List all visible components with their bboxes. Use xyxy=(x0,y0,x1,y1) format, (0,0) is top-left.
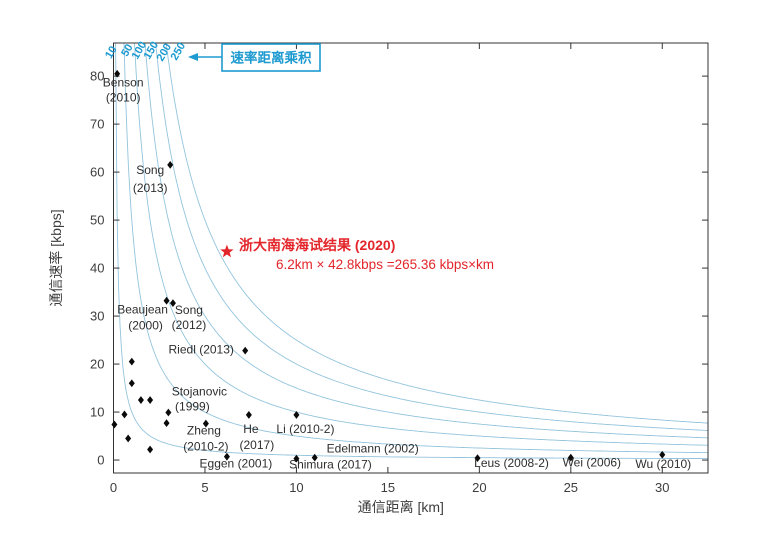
point-label-beaujean-2000-0: Beaujean xyxy=(117,303,168,317)
point-label-riedl-2013-0: Riedl (2013) xyxy=(169,343,234,357)
point-label-benson-2010-1: (2010) xyxy=(106,91,141,105)
y-axis-label: 通信速率 [kbps] xyxy=(48,209,64,306)
point-stojanovic-1999 xyxy=(165,408,172,417)
x-tick-label: 30 xyxy=(655,480,669,495)
point-label-song-2012-1: (2012) xyxy=(172,318,207,332)
y-tick-label: 80 xyxy=(90,69,104,84)
point-unlabeled-5 xyxy=(111,420,118,429)
product-curve-150 xyxy=(144,43,708,439)
y-tick-label: 0 xyxy=(97,453,104,468)
product-curve-100 xyxy=(134,43,708,446)
point-edelmann-2002 xyxy=(311,453,318,462)
point-unlabeled-7 xyxy=(125,434,132,443)
point-label-shimura-2017-0: Shimura (2017) xyxy=(289,458,372,472)
point-label-benson-2010-0: Benson xyxy=(103,76,144,90)
point-zheng-2010-2 xyxy=(202,419,209,428)
point-riedl-2013 xyxy=(242,346,249,355)
x-tick-label: 25 xyxy=(564,480,578,495)
point-song-2013 xyxy=(167,160,174,169)
point-unlabeled-1 xyxy=(128,379,135,388)
x-tick-label: 5 xyxy=(201,480,208,495)
point-label-wei-2006-0: Wei (2006) xyxy=(563,456,621,470)
point-he-2017 xyxy=(245,411,252,419)
point-unlabeled-0 xyxy=(128,357,135,366)
point-unlabeled-8 xyxy=(147,445,154,454)
plot-border xyxy=(113,42,709,474)
point-unlabeled-4 xyxy=(121,410,128,419)
highlight-detail: 6.2km × 42.8kbps =265.36 kbps×km xyxy=(276,257,494,272)
point-label-stojanovic-1999-1: (1999) xyxy=(175,400,210,414)
y-tick-label: 10 xyxy=(90,405,104,420)
point-label-song-2013-0: Song xyxy=(136,163,164,177)
y-tick-label: 50 xyxy=(90,213,104,228)
point-label-li-2010-2-0: Li (2010-2) xyxy=(276,422,334,436)
point-label-zheng-2010-2-1: (2010-2) xyxy=(183,440,228,454)
point-label-beaujean-2000-1: (2000) xyxy=(128,319,163,333)
y-tick-label: 60 xyxy=(90,165,104,180)
point-label-leus-2008-2-0: Leus (2008-2) xyxy=(474,456,549,470)
product-curve-250 xyxy=(165,43,708,424)
point-label-wu-2010-0: Wu (2010) xyxy=(635,457,691,471)
point-eggen-2001 xyxy=(223,452,230,461)
point-label-he-2017-1: (2017) xyxy=(240,438,275,452)
product-curve-50 xyxy=(123,43,708,454)
point-unlabeled-2 xyxy=(137,396,144,404)
product-curve-200 xyxy=(155,43,708,431)
highlight-title: 浙大南海海试结果 (2020) xyxy=(239,237,395,253)
legend-arrow-head-icon xyxy=(188,53,198,61)
point-song-2012 xyxy=(169,299,176,308)
product-curves-group xyxy=(115,43,708,460)
point-wei-2006 xyxy=(567,453,574,462)
x-tick-label: 10 xyxy=(289,480,303,495)
y-tick-label: 40 xyxy=(90,261,104,276)
highlight-star-icon xyxy=(220,244,234,258)
x-tick-label: 0 xyxy=(110,480,117,495)
point-unlabeled-6 xyxy=(163,419,170,427)
point-label-zheng-2010-2-0: Zheng xyxy=(187,424,221,438)
point-unlabeled-3 xyxy=(147,396,154,404)
x-tick-label: 20 xyxy=(472,480,486,495)
point-label-he-2017-0: He xyxy=(243,422,259,436)
point-label-song-2013-1: (2013) xyxy=(133,181,168,195)
point-label-eggen-2001-0: Eggen (2001) xyxy=(200,457,273,471)
curve-value-label-50: 50 xyxy=(119,42,136,59)
y-tick-label: 20 xyxy=(90,357,104,372)
point-li-2010-2 xyxy=(293,411,300,419)
point-benson-2010 xyxy=(114,69,121,78)
point-label-edelmann-2002-0: Edelmann (2002) xyxy=(327,442,419,456)
point-beaujean-2000 xyxy=(163,296,170,305)
point-label-stojanovic-1999-0: Stojanovic xyxy=(172,385,227,399)
point-leus-2008-2 xyxy=(474,454,481,463)
y-tick-label: 30 xyxy=(90,309,104,324)
x-tick-label: 15 xyxy=(381,480,395,495)
point-shimura-2017 xyxy=(293,454,300,463)
product-curve-10 xyxy=(115,43,708,460)
curve-value-label-10: 10 xyxy=(103,44,120,61)
product-legend-label: 速率距离乘积 xyxy=(231,50,312,66)
x-axis-label: 通信距离 [km] xyxy=(358,499,444,515)
y-tick-label: 70 xyxy=(90,117,104,132)
curve-value-label-250: 250 xyxy=(169,41,189,63)
point-wu-2010 xyxy=(659,450,666,459)
point-label-song-2012-0: Song xyxy=(175,303,203,317)
